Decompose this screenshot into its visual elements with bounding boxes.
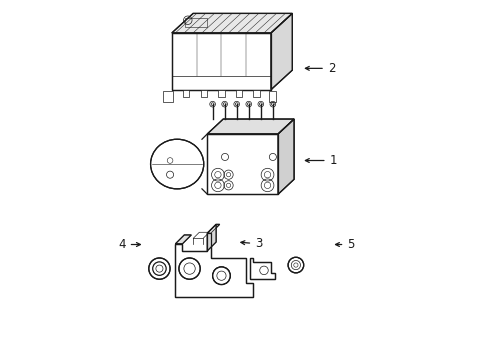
Polygon shape [163,91,173,102]
Polygon shape [171,33,270,90]
Polygon shape [249,258,274,279]
Polygon shape [207,119,293,134]
Polygon shape [269,91,276,102]
Polygon shape [235,90,242,97]
Polygon shape [270,13,292,90]
Polygon shape [183,90,189,97]
Text: 1: 1 [305,154,336,167]
Polygon shape [171,13,292,33]
Polygon shape [207,134,278,194]
Polygon shape [207,224,216,251]
Polygon shape [175,235,191,244]
Text: 2: 2 [305,62,335,75]
Text: 3: 3 [241,237,262,250]
Circle shape [212,267,230,284]
Polygon shape [175,233,253,297]
Circle shape [287,257,303,273]
Polygon shape [200,90,206,97]
Polygon shape [253,90,259,97]
Circle shape [148,258,170,279]
Text: 4: 4 [118,238,140,251]
Text: 5: 5 [335,238,354,251]
Polygon shape [218,90,224,97]
Circle shape [179,258,200,279]
Ellipse shape [150,139,203,189]
Polygon shape [207,224,219,233]
Polygon shape [278,119,293,194]
